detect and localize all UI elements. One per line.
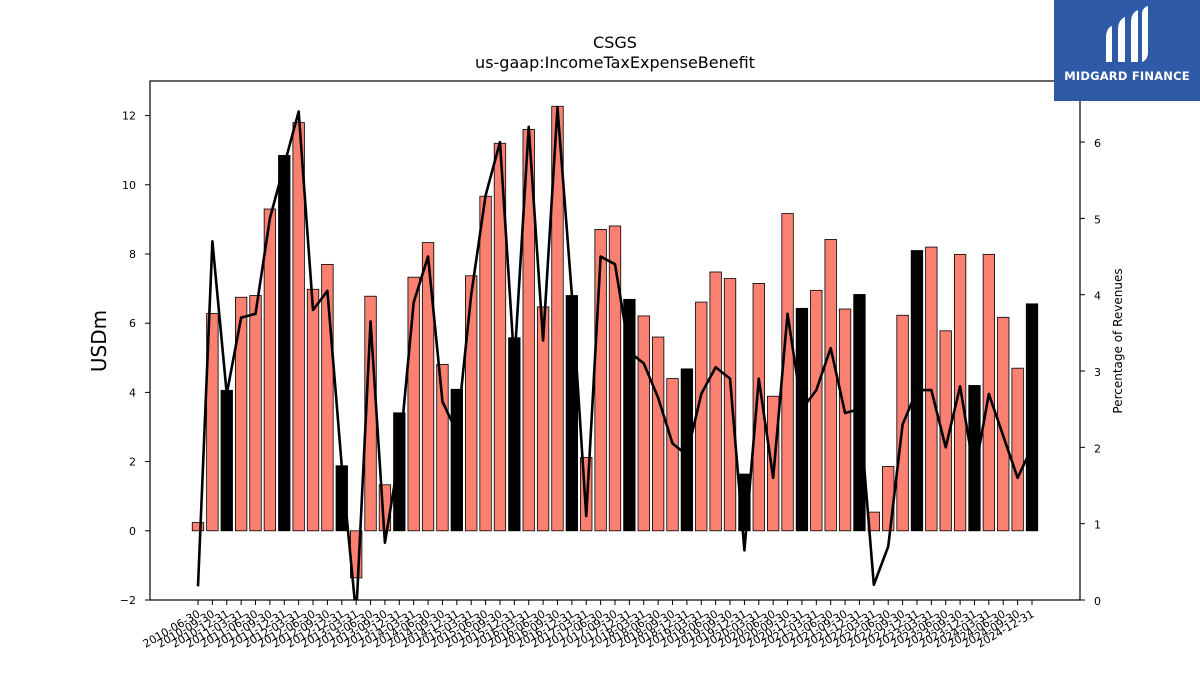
ytick-right-label: 5 (1094, 213, 1101, 226)
bar-2015-12-31 (508, 337, 521, 532)
brand-name: MIDGARD FINANCE (1064, 69, 1190, 83)
ytick-left-label: 8 (129, 248, 136, 261)
chart-title: CSGS (593, 33, 637, 52)
bars-group (191, 105, 1039, 579)
bar-2014-09-30 (436, 363, 449, 532)
chart-subtitle: us-gaap:IncomeTaxExpenseBenefit (475, 53, 755, 72)
bar-2023-06-30 (939, 330, 952, 532)
bar-2011-09-30 (263, 208, 277, 532)
bar-2014-06-30 (421, 242, 435, 532)
ytick-left-label: 4 (129, 386, 136, 399)
bar-2018-09-30 (666, 378, 679, 532)
percent-of-revenues-line (196, 106, 1034, 600)
ytick-left-label: −2 (120, 594, 136, 607)
bar-2017-09-30 (608, 225, 622, 532)
bar-2014-03-31 (407, 276, 420, 532)
bar-2023-12-31 (968, 385, 981, 532)
ytick-right-label: 2 (1094, 442, 1101, 455)
ytick-left-label: 0 (129, 525, 136, 538)
bar-2011-03-31 (234, 296, 248, 532)
bar-2016-09-30 (551, 105, 564, 532)
ytick-right-label: 1 (1094, 519, 1101, 532)
y-axis-label-left: USDm (87, 310, 111, 372)
midgard-logo-icon (1106, 6, 1148, 62)
bar-2011-12-31 (278, 154, 291, 532)
bar-2018-03-31 (637, 315, 650, 532)
y-axis-label-right: Percentage of Revenues (1111, 268, 1125, 413)
bar-2020-03-31 (752, 283, 765, 532)
ytick-left-label: 6 (129, 317, 136, 330)
ytick-right-label: 6 (1094, 137, 1101, 150)
x-axis-ticks: 2010-06-302010-09-302010-12-312011-03-31… (141, 600, 1037, 651)
bar-2011-06-30 (249, 295, 262, 532)
bar-2024-03-31 (982, 253, 996, 532)
bar-2016-06-30 (536, 306, 550, 532)
bar-2014-12-31 (450, 388, 463, 532)
bar-2024-06-30 (997, 316, 1010, 532)
bar-2010-12-31 (220, 389, 233, 532)
ytick-left-label: 2 (129, 456, 136, 469)
ytick-left-label: 12 (122, 110, 136, 123)
bar-2012-06-30 (306, 288, 320, 532)
brand-logo: MIDGARD FINANCE (1054, 0, 1200, 101)
bar-2018-06-30 (651, 336, 665, 532)
bar-2024-12-31 (1025, 303, 1039, 532)
ytick-right-label: 3 (1094, 366, 1101, 379)
ytick-right-label: 4 (1094, 290, 1101, 303)
bar-2024-09-30 (1011, 367, 1024, 532)
right-axis-ticks: 0 1 2 3 4 5 6 (1080, 137, 1101, 608)
bar-2021-06-30 (824, 239, 837, 532)
bar-2010-09-30 (206, 313, 219, 532)
bar-2019-12-31 (738, 473, 751, 532)
bar-2013-12-31 (393, 412, 406, 532)
bar-2021-09-30 (838, 308, 852, 532)
bar-2015-03-31 (465, 275, 478, 532)
bar-2015-06-30 (479, 195, 492, 532)
left-axis-ticks: −2 0 2 4 6 8 10 12 (120, 110, 150, 607)
bar-2020-12-31 (795, 307, 809, 532)
bar-2019-06-30 (709, 271, 722, 532)
percent-line-group (196, 106, 1034, 600)
bar-2016-12-31 (565, 295, 579, 532)
bar-2021-03-31 (810, 289, 823, 532)
bar-2019-09-30 (723, 278, 737, 532)
bar-2017-12-31 (623, 298, 636, 532)
ytick-right-label: 0 (1094, 595, 1101, 608)
bar-2010-06-30 (191, 522, 205, 532)
bar-2012-09-30 (321, 263, 334, 532)
ytick-left-label: 10 (122, 179, 136, 192)
